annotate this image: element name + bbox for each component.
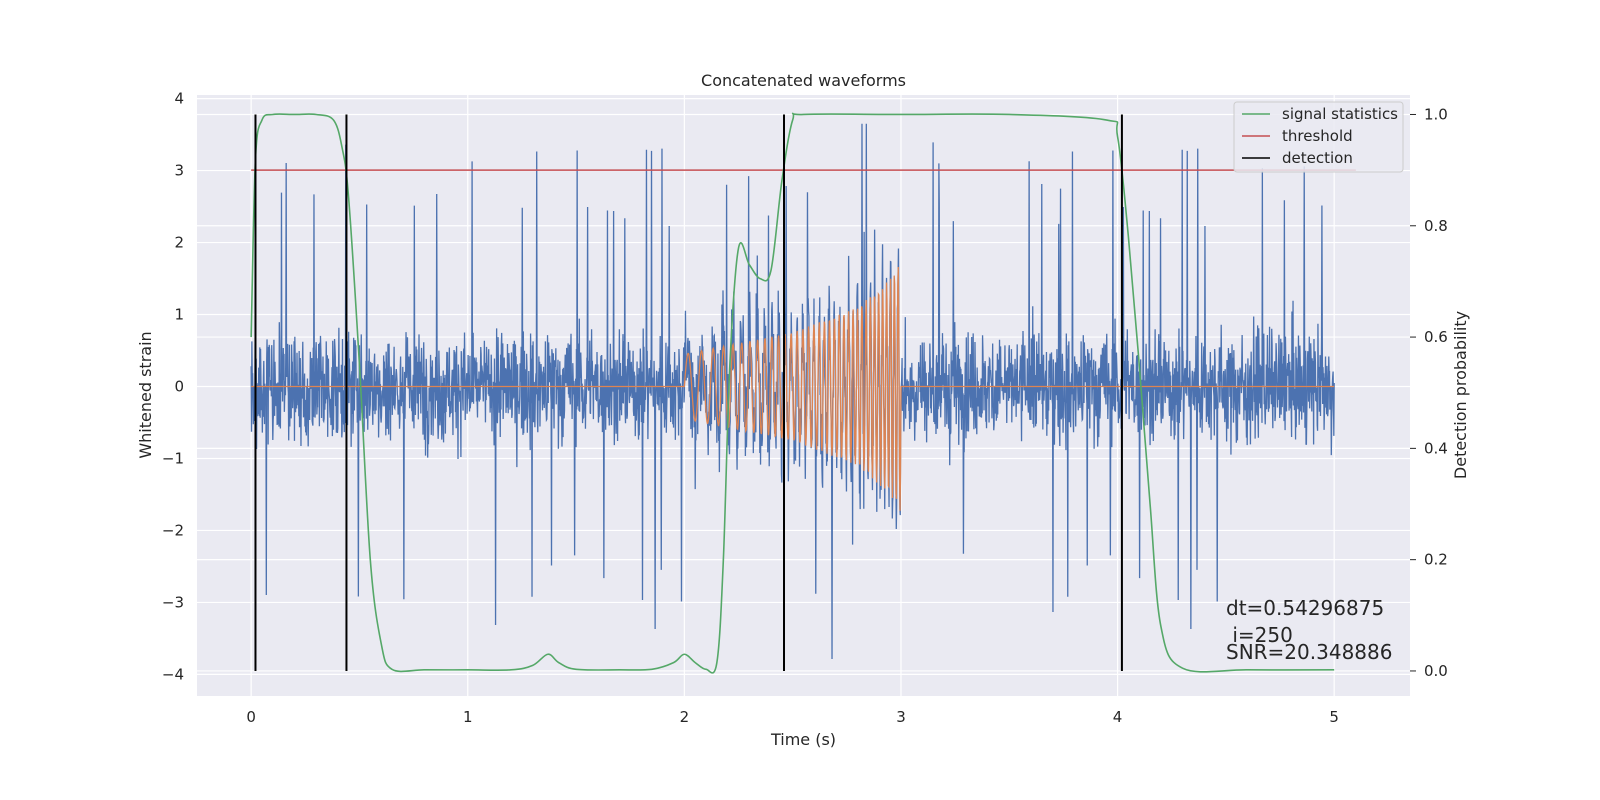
annotation-i: i=250 bbox=[1226, 623, 1293, 647]
annotation-dt: dt=0.54296875 bbox=[1226, 596, 1384, 620]
y-tick-label: 3 bbox=[174, 162, 184, 180]
y-axis-label: Whitened strain bbox=[136, 331, 155, 458]
legend-box bbox=[1233, 101, 1404, 173]
y-right-tick-label: 0.0 bbox=[1424, 662, 1448, 680]
chart-title: Concatenated waveforms bbox=[701, 71, 906, 90]
y-tick-label: −4 bbox=[162, 665, 184, 683]
y-tick-label: −1 bbox=[162, 449, 184, 467]
y-axis-right-label: Detection probability bbox=[1451, 311, 1470, 479]
ticks: 0 1 2 3 4 5 4 3 2 1 0 −1 −2 −3 −4 1.0 0.8 0.6 0.4 0.2 0.0 bbox=[162, 90, 1448, 726]
detection-series bbox=[254, 114, 1123, 671]
y-tick-label: 4 bbox=[174, 90, 184, 108]
x-axis-label: Time (s) bbox=[770, 730, 836, 749]
legend-label-signal-statistics: signal statistics bbox=[1282, 105, 1398, 123]
y-tick-label: −2 bbox=[162, 521, 184, 539]
x-tick-label: 0 bbox=[246, 708, 256, 726]
legend-label-detection: detection bbox=[1282, 149, 1353, 167]
legend: signal statistics threshold detection bbox=[1233, 101, 1404, 173]
y-right-tick-label: 1.0 bbox=[1424, 105, 1448, 123]
y-right-tick-label: 0.8 bbox=[1424, 217, 1448, 235]
y-tick-label: 0 bbox=[174, 378, 184, 396]
y-tick-label: 1 bbox=[174, 306, 184, 324]
x-tick-label: 4 bbox=[1113, 708, 1123, 726]
y-right-tick-label: 0.2 bbox=[1424, 551, 1448, 569]
y-right-tick-label: 0.4 bbox=[1424, 439, 1448, 457]
y-right-tick-label: 0.6 bbox=[1424, 328, 1448, 346]
x-tick-label: 5 bbox=[1329, 708, 1339, 726]
x-tick-label: 1 bbox=[463, 708, 473, 726]
legend-label-threshold: threshold bbox=[1282, 127, 1353, 145]
signal-statistics-series bbox=[250, 112, 1335, 674]
annotation: dt=0.54296875 i=250 SNR=20.348886 bbox=[1226, 596, 1392, 664]
annotation-snr: SNR=20.348886 bbox=[1226, 640, 1392, 664]
plot-series bbox=[250, 112, 1356, 674]
chirp-series bbox=[251, 266, 1335, 511]
x-tick-label: 2 bbox=[680, 708, 690, 726]
x-tick-label: 3 bbox=[896, 708, 906, 726]
y-tick-label: 2 bbox=[174, 234, 184, 252]
y-tick-label: −3 bbox=[162, 593, 184, 611]
